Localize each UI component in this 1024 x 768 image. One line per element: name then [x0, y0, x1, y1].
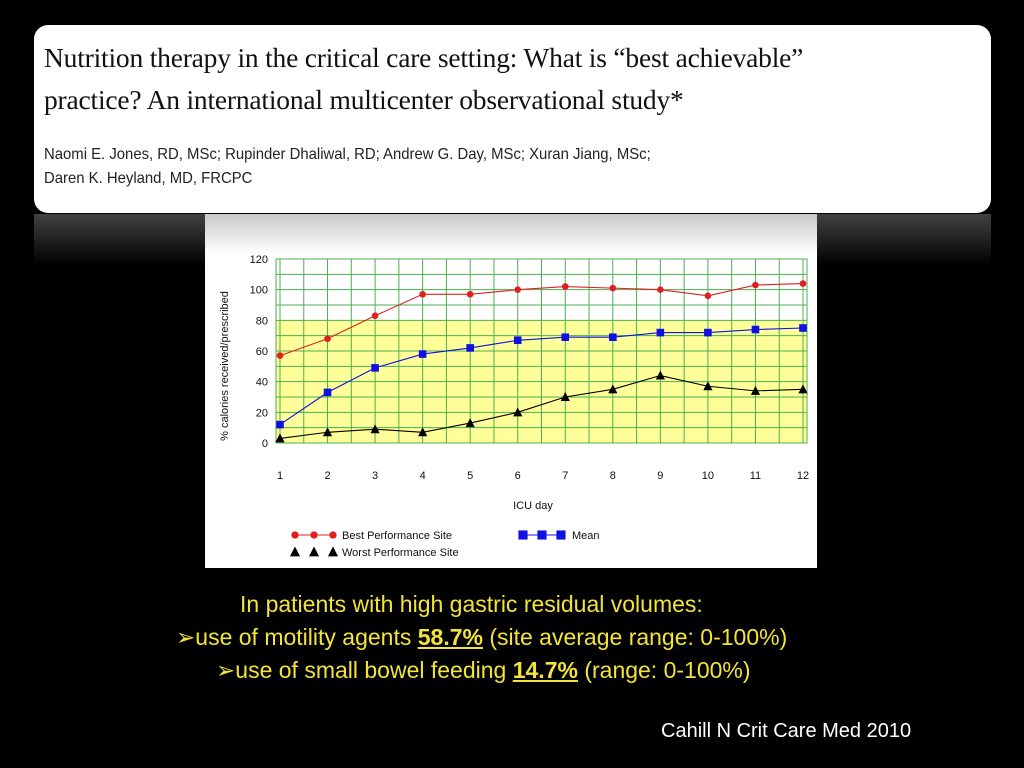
series-3-point	[703, 381, 713, 391]
legend-marker-3	[327, 546, 339, 557]
legend-marker-1	[310, 531, 318, 539]
legend-marker-3	[289, 546, 301, 557]
bullet-1-range: (site average range: 0-100%)	[482, 624, 788, 650]
series-2-point	[609, 333, 617, 341]
plot-border	[275, 258, 808, 444]
legend-label-1: Best Performance Site	[342, 530, 452, 542]
series-2-point	[513, 336, 522, 345]
x-tick-label: 12	[797, 470, 809, 482]
series-2-point	[323, 388, 332, 397]
bullet-2-text: use of small bowel feeding	[235, 657, 513, 683]
series-3-point	[275, 433, 285, 443]
legend-marker-2	[537, 530, 547, 540]
bullet-2-range: (range: 0-100%)	[577, 657, 751, 683]
series-2-point	[704, 328, 712, 337]
legend-marker-3	[308, 546, 320, 557]
x-tick-label: 5	[467, 470, 473, 482]
series-1-point	[752, 281, 759, 289]
bullet-2-value: 14.7%	[512, 657, 578, 683]
legend-marker-1	[291, 531, 299, 539]
series-line-3	[279, 374, 804, 439]
series-2-point	[466, 344, 474, 352]
series-2-point	[561, 333, 570, 341]
series-line-1	[279, 282, 804, 357]
paper-title-line-2: practice? An international multicenter o…	[44, 84, 684, 115]
y-tick-label: 120	[250, 254, 268, 266]
bullet-arrow-icon: ➢	[176, 624, 196, 650]
summary-heading-text: In patients with high gastric residual v…	[240, 591, 703, 617]
x-tick-label: 1	[277, 470, 283, 482]
y-tick-label: 0	[262, 438, 268, 450]
y-tick-label: 60	[256, 346, 268, 358]
series-1-point	[561, 283, 569, 290]
series-2-point	[656, 328, 665, 337]
summary-bullet-2: ➢use of small bowel feeding 14.7% (range…	[216, 654, 751, 687]
series-1-point	[466, 290, 474, 298]
series-2-point	[799, 324, 807, 332]
legend-label-2: Mean	[572, 530, 600, 542]
x-tick-label: 2	[324, 470, 330, 482]
citation: Cahill N Crit Care Med 2010	[661, 720, 912, 742]
legend-marker-2	[518, 530, 528, 540]
series-3-point	[418, 427, 428, 437]
bullet-arrow-icon: ➢	[216, 657, 236, 683]
paper-header-card: Nutrition therapy in the critical care s…	[34, 25, 991, 213]
chart-panel: 0 20 40 60 80 100 120 1 2 3 4 5 6 7 8 9 10 11 12 ICU day% c…	[205, 214, 817, 568]
series-2-point	[751, 325, 760, 334]
series-1-point	[704, 292, 712, 300]
series-3-point	[655, 370, 665, 380]
paper-title-line-1: Nutrition therapy in the critical care s…	[44, 42, 804, 73]
bullet-1-value: 58.7%	[417, 624, 483, 650]
paper-authors: Naomi E. Jones, RD, MSc; Rupinder Dhaliw…	[44, 143, 915, 191]
legend-marker-2	[556, 530, 566, 540]
series-3-point	[608, 384, 618, 394]
series-1-point	[609, 284, 617, 292]
legend-marker-1	[329, 531, 337, 539]
series-2-point	[371, 364, 379, 372]
x-tick-label: 11	[750, 470, 761, 482]
series-3-point	[322, 427, 333, 437]
summary-bullet-1: ➢use of motility agents 58.7% (site aver…	[176, 621, 787, 654]
x-tick-label: 3	[372, 470, 378, 482]
paper-authors-line-1: Naomi E. Jones, RD, MSc; Rupinder Dhaliw…	[44, 146, 651, 163]
x-axis-label: ICU day	[513, 500, 553, 512]
series-1-point	[514, 286, 522, 293]
series-1-point	[419, 290, 426, 298]
series-2-point	[418, 350, 427, 358]
series-3-point	[560, 392, 570, 401]
x-tick-label: 8	[610, 470, 616, 482]
series-3-point	[513, 407, 523, 417]
x-tick-label: 10	[702, 470, 714, 482]
series-1-point	[276, 352, 284, 359]
x-tick-label: 7	[562, 470, 568, 482]
series-3-point	[465, 418, 475, 428]
series-1-point	[657, 286, 664, 293]
y-tick-label: 20	[256, 407, 268, 419]
series-3-point	[798, 384, 808, 394]
series-1-point	[324, 335, 331, 343]
y-tick-label: 80	[256, 315, 268, 327]
x-tick-label: 6	[515, 470, 521, 482]
x-tick-label: 4	[420, 470, 426, 482]
y-axis-label: % calories received/prescribed	[219, 291, 231, 441]
legend-label-3: Worst Performance Site	[342, 547, 459, 559]
bullet-1-text: use of motility agents	[195, 624, 418, 650]
series-2-point	[276, 420, 284, 429]
series-3-point	[370, 424, 380, 434]
x-tick-label: 9	[657, 470, 663, 482]
y-tick-label: 40	[256, 377, 268, 389]
series-1-point	[371, 312, 379, 320]
paper-title: Nutrition therapy in the critical care s…	[44, 37, 981, 121]
y-tick-label: 100	[250, 285, 268, 297]
paper-authors-line-2: Daren K. Heyland, MD, FRCPC	[44, 170, 253, 187]
series-1-point	[799, 280, 807, 287]
series-3-point	[750, 385, 761, 395]
summary-heading: In patients with high gastric residual v…	[240, 588, 703, 621]
series-line-2	[279, 327, 804, 426]
